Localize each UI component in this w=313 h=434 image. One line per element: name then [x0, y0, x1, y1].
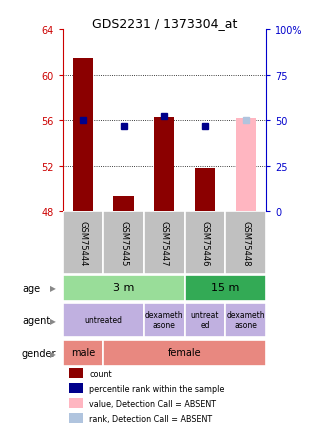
Text: 3 m: 3 m — [113, 283, 134, 293]
Bar — [144, 304, 185, 338]
Text: GSM75444: GSM75444 — [79, 220, 87, 266]
Text: count: count — [89, 369, 112, 378]
Bar — [113, 197, 134, 212]
Bar — [63, 275, 185, 301]
Text: GSM75448: GSM75448 — [241, 220, 250, 266]
Bar — [69, 398, 83, 408]
Bar — [103, 340, 266, 366]
Bar — [195, 168, 215, 212]
Text: GSM75447: GSM75447 — [160, 220, 169, 266]
Bar — [185, 275, 266, 301]
Bar — [235, 119, 256, 212]
Text: ▶: ▶ — [50, 349, 56, 358]
Text: female: female — [168, 348, 202, 358]
Text: untreated: untreated — [84, 316, 122, 324]
Bar — [63, 212, 103, 274]
Bar — [225, 304, 266, 338]
Bar — [69, 384, 83, 394]
Text: percentile rank within the sample: percentile rank within the sample — [89, 384, 224, 393]
Text: male: male — [71, 348, 95, 358]
Bar — [63, 340, 103, 366]
Bar — [69, 414, 83, 424]
Text: GSM75446: GSM75446 — [201, 220, 209, 266]
Text: GSM75445: GSM75445 — [119, 220, 128, 266]
Text: rank, Detection Call = ABSENT: rank, Detection Call = ABSENT — [89, 414, 212, 423]
Text: agent: agent — [22, 316, 50, 326]
Title: GDS2231 / 1373304_at: GDS2231 / 1373304_at — [92, 17, 237, 30]
Bar — [154, 118, 174, 212]
Bar — [185, 304, 225, 338]
Text: dexameth
asone: dexameth asone — [145, 310, 184, 329]
Bar — [73, 59, 93, 212]
Bar — [103, 212, 144, 274]
Bar — [69, 368, 83, 378]
Text: age: age — [22, 283, 40, 293]
Bar — [225, 212, 266, 274]
Text: value, Detection Call = ABSENT: value, Detection Call = ABSENT — [89, 399, 216, 408]
Text: dexameth
asone: dexameth asone — [226, 310, 265, 329]
Text: ▶: ▶ — [50, 316, 56, 325]
Text: gender: gender — [22, 348, 56, 358]
Text: 15 m: 15 m — [211, 283, 239, 293]
Bar — [144, 212, 185, 274]
Bar — [63, 304, 144, 338]
Text: untreat
ed: untreat ed — [191, 310, 219, 329]
Bar — [185, 212, 225, 274]
Text: ▶: ▶ — [50, 283, 56, 293]
